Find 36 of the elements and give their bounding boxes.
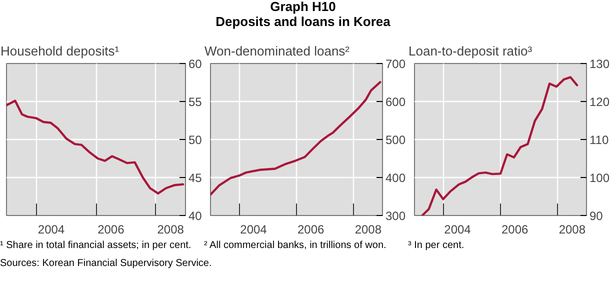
line-series bbox=[210, 81, 382, 196]
text: Deposits and loans in Korea bbox=[216, 14, 390, 29]
y-tick-label: 110 bbox=[590, 133, 609, 147]
chart-title: Loan-to-deposit ratio³ bbox=[408, 44, 533, 58]
y-tick-label: 500 bbox=[386, 133, 406, 147]
line-series bbox=[421, 76, 578, 216]
y-tick-label: 60 bbox=[188, 57, 202, 71]
y-tick-label: 100 bbox=[590, 171, 610, 185]
y-tick-label: 700 bbox=[386, 57, 406, 71]
x-tick-label: 2004 bbox=[240, 222, 268, 236]
x-tick-label: 2004 bbox=[38, 222, 65, 236]
x-tick-label: 2006 bbox=[501, 222, 529, 236]
caption: Graph H10 bbox=[270, 0, 336, 14]
x-tick-label: 2008 bbox=[354, 222, 382, 236]
y-tick-label: 130 bbox=[590, 57, 610, 71]
y-tick-label: 50 bbox=[188, 133, 202, 147]
y-tick-label: 90 bbox=[590, 209, 604, 223]
chart-title: Household deposits¹ bbox=[0, 44, 120, 58]
text: ³ In per cent. bbox=[408, 240, 466, 252]
y-tick-label: 300 bbox=[386, 209, 406, 223]
y-tick-label: 600 bbox=[386, 95, 406, 109]
y-tick-label: 120 bbox=[590, 95, 610, 109]
line-series bbox=[6, 100, 184, 195]
text: ¹ Share in total financial assets; in per cent. bbox=[0, 240, 192, 252]
x-tick-label: 2008 bbox=[157, 222, 184, 236]
x-tick-label: 2004 bbox=[444, 222, 472, 236]
y-tick-label: 55 bbox=[188, 95, 202, 109]
x-tick-label: 2006 bbox=[98, 222, 125, 236]
y-tick-label: 40 bbox=[188, 209, 202, 223]
y-tick-label: 400 bbox=[386, 171, 406, 185]
text: ² All commercial banks, in trillions of won. bbox=[204, 240, 388, 252]
source-note: Sources: Korean Financial Supervisory Service. bbox=[0, 258, 213, 270]
y-tick-label: 45 bbox=[188, 171, 202, 185]
x-tick-label: 2008 bbox=[558, 222, 586, 236]
chart-title: Won-denominated loans² bbox=[204, 44, 350, 58]
x-tick-label: 2006 bbox=[297, 222, 325, 236]
